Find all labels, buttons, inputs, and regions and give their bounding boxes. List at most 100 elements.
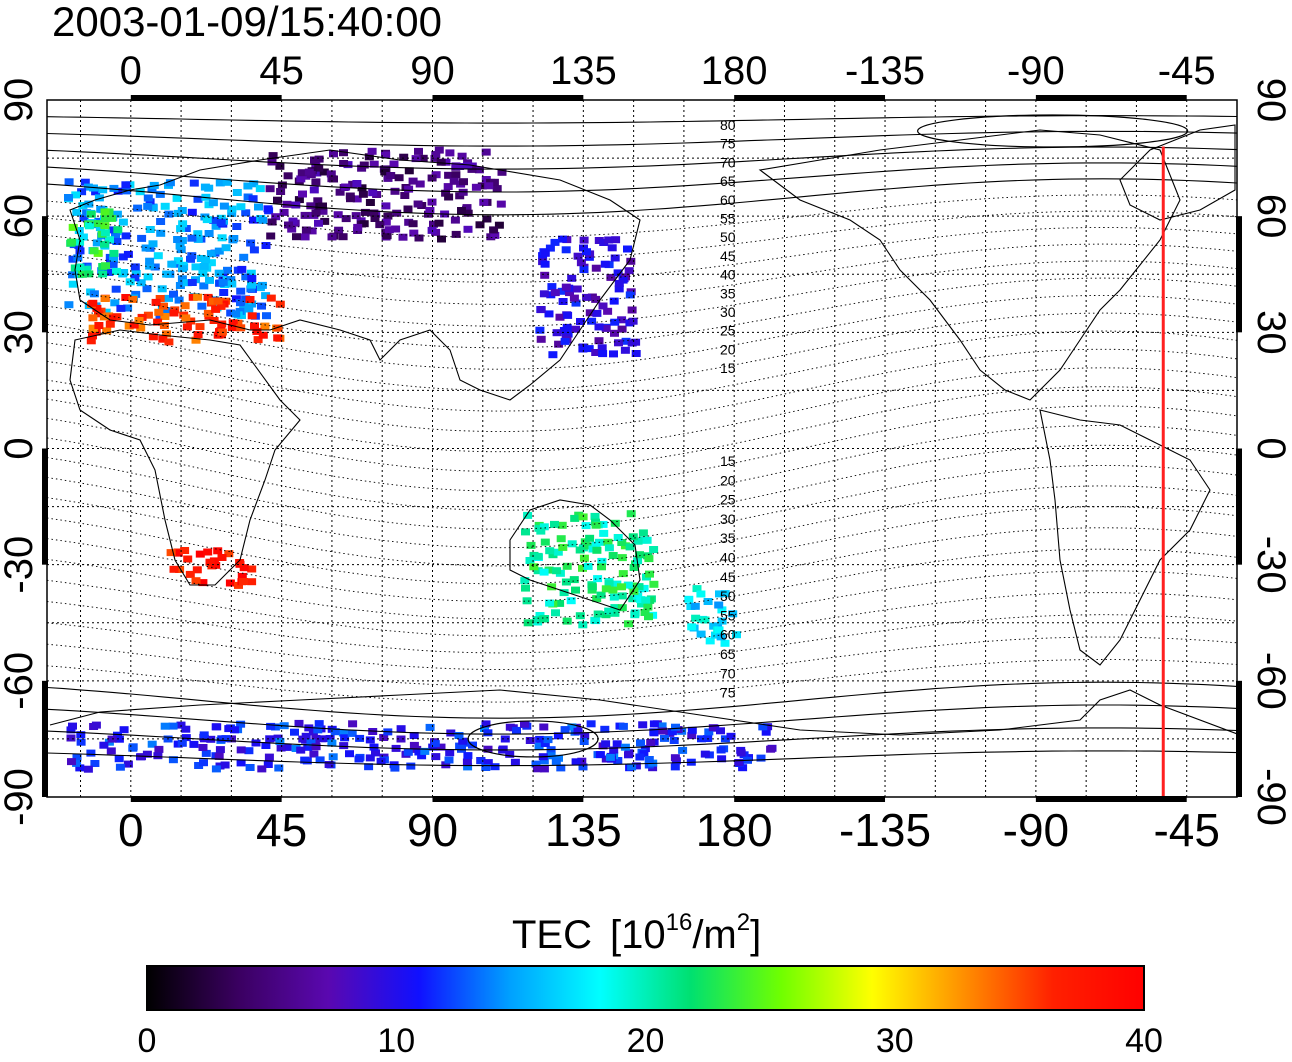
tec-cell	[189, 741, 198, 748]
tec-cell	[76, 247, 85, 254]
magnetic-contour	[47, 637, 1237, 686]
contour-label: 20	[720, 341, 736, 357]
lon-label-bottom: 0	[118, 804, 144, 856]
tec-cell	[368, 189, 377, 196]
tec-cell	[262, 242, 271, 249]
frame-bar	[1236, 216, 1242, 332]
tec-cell	[190, 180, 199, 187]
tec-cell	[533, 765, 542, 772]
tec-cell	[113, 226, 122, 233]
tec-cell	[639, 529, 648, 536]
axis-tick-labels: 0045459090135135180180-135-135-90-90-45-…	[0, 49, 1292, 856]
magnetic-contour-layer	[47, 115, 1237, 766]
tec-cell	[574, 253, 583, 260]
tec-cell	[534, 553, 543, 560]
tec-cell	[446, 730, 455, 737]
tec-cell	[512, 727, 521, 734]
tec-cell	[106, 321, 115, 328]
tec-cell	[133, 205, 142, 212]
tec-cell	[7, 638, 16, 645]
tec-cell	[247, 275, 256, 282]
tec-cell	[276, 301, 285, 308]
colorbar-unit-exponent-2: 2	[737, 909, 750, 936]
tec-cell	[84, 766, 93, 773]
tec-cell	[262, 312, 271, 319]
magnetic-contour	[47, 387, 1237, 472]
tec-cell	[247, 578, 256, 585]
tec-cell	[0, 488, 7, 495]
tec-cell	[366, 754, 375, 761]
tec-cell	[573, 286, 582, 293]
tec-cell	[247, 282, 256, 289]
tec-cell	[214, 297, 223, 304]
tec-cell	[211, 306, 220, 313]
tec-cell	[99, 742, 108, 749]
tec-cell	[129, 743, 138, 750]
tec-cell	[345, 750, 354, 757]
tec-cell	[540, 272, 549, 279]
tec-cell	[257, 765, 266, 772]
tec-cell	[244, 306, 253, 313]
contour-label: 60	[720, 627, 736, 643]
tec-cell	[252, 740, 261, 747]
frame-bar	[42, 681, 48, 797]
tec-cell	[1, 517, 10, 524]
tec-cell	[381, 202, 390, 209]
lon-label-top: -90	[1007, 49, 1065, 93]
tec-region-east-asia	[535, 236, 640, 359]
contour-label: 30	[720, 304, 736, 320]
tec-cell	[353, 224, 362, 231]
magnetic-contour	[47, 425, 1237, 510]
tec-cell	[233, 189, 242, 196]
tec-cell	[252, 328, 261, 335]
tec-cell	[544, 736, 553, 743]
tec-cell	[482, 149, 491, 156]
tec-cell	[558, 522, 567, 529]
tec-cell	[186, 256, 195, 263]
tec-cell	[582, 294, 591, 301]
tec-cell	[558, 544, 567, 551]
tec-cell	[562, 246, 571, 253]
contour-label: 55	[720, 211, 736, 227]
contour-label: 55	[720, 607, 736, 623]
tec-cell	[88, 300, 97, 307]
tec-cell	[112, 286, 121, 293]
tec-cell	[2, 615, 11, 622]
tec-cell	[284, 222, 293, 229]
tec-cell	[212, 723, 221, 730]
tec-cell	[178, 265, 187, 272]
frame-bar	[432, 796, 583, 802]
contour-label: 20	[720, 472, 736, 488]
lat-label-left: 0	[0, 437, 41, 459]
tec-cell	[609, 350, 618, 357]
tec-cell	[610, 319, 619, 326]
tec-cell	[88, 314, 97, 321]
tec-cell	[599, 303, 608, 310]
tec-cell	[592, 547, 601, 554]
tec-cell	[563, 324, 572, 331]
tec-cell	[390, 765, 399, 772]
tec-cell	[649, 581, 658, 588]
tec-cell	[660, 735, 669, 742]
tec-cell	[301, 233, 310, 240]
frame-bar	[432, 95, 583, 101]
tec-cell	[246, 764, 255, 771]
contour-label: 60	[720, 192, 736, 208]
tec-cell	[355, 756, 364, 763]
colorbar-label: TEC	[512, 913, 592, 957]
tec-cell	[2, 515, 11, 522]
tec-cell	[196, 323, 205, 330]
tec-cell	[67, 735, 76, 742]
tec-cell	[161, 203, 170, 210]
tec-cell	[205, 277, 214, 284]
tec-cell	[587, 720, 596, 727]
frame-bar	[734, 796, 885, 802]
tec-cell	[614, 339, 623, 346]
tec-cell	[428, 199, 437, 206]
tec-cell	[602, 585, 611, 592]
tec-cell	[610, 298, 619, 305]
tec-cell	[217, 219, 226, 226]
tec-cell	[205, 230, 214, 237]
tec-cell	[115, 755, 124, 762]
tec-cell	[628, 307, 637, 314]
